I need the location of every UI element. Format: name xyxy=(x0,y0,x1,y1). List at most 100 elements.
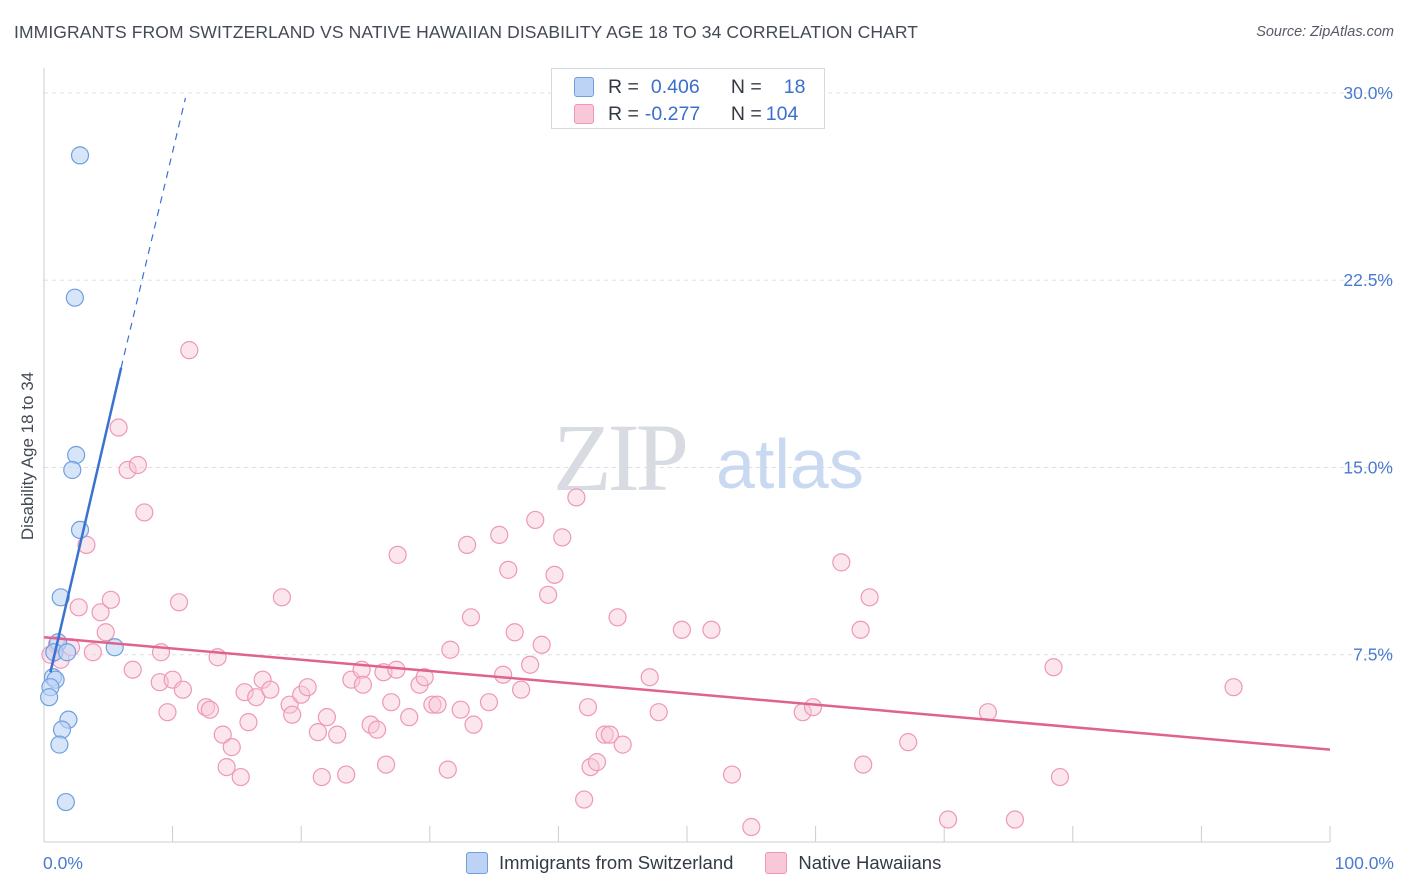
data-point-native-hawaiians xyxy=(376,755,396,774)
data-point-native-hawaiians xyxy=(109,418,128,437)
data-point-switzerland xyxy=(67,445,86,465)
data-point-native-hawaiians xyxy=(91,603,110,622)
data-point-native-hawaiians xyxy=(899,733,918,752)
data-point-native-hawaiians xyxy=(595,725,614,744)
data-point-native-hawaiians xyxy=(118,460,137,480)
data-point-native-hawaiians xyxy=(231,767,250,787)
data-point-native-hawaiians xyxy=(69,598,88,617)
data-point-native-hawaiians xyxy=(567,488,586,507)
data-point-native-hawaiians xyxy=(1005,810,1025,829)
gridlines xyxy=(44,92,1392,656)
data-point-native-hawaiians xyxy=(123,660,142,679)
data-point-native-hawaiians xyxy=(400,708,419,727)
legend-r-label: R = xyxy=(608,102,639,125)
data-point-native-hawaiians xyxy=(702,620,721,639)
data-point-native-hawaiians xyxy=(169,593,189,612)
data-point-native-hawaiians xyxy=(382,693,401,712)
data-point-switzerland xyxy=(105,638,124,657)
data-point-native-hawaiians xyxy=(83,643,102,662)
series-label-hawaiians: Native Hawaiians xyxy=(798,852,942,873)
data-point-native-hawaiians xyxy=(158,703,177,722)
data-point-native-hawaiians xyxy=(353,675,373,694)
stats-legend: R = 0.406 N = 18 R = -0.277 N = 104 xyxy=(551,68,825,129)
data-point-native-hawaiians xyxy=(742,817,761,837)
data-point-native-hawaiians xyxy=(600,725,619,744)
data-point-native-hawaiians xyxy=(200,700,219,719)
y-tick-label: 22.5% xyxy=(1343,270,1393,290)
data-point-native-hawaiians xyxy=(578,698,598,717)
data-point-native-hawaiians xyxy=(803,698,823,717)
data-point-native-hawaiians xyxy=(239,713,258,732)
axes xyxy=(43,68,1330,843)
watermark: ZIP atlas xyxy=(553,404,864,511)
data-point-native-hawaiians xyxy=(608,608,627,627)
data-point-native-hawaiians xyxy=(539,585,558,604)
data-point-native-hawaiians xyxy=(135,503,154,522)
legend-row-switzerland: R = 0.406 N = 18 xyxy=(574,75,805,99)
data-point-native-hawaiians xyxy=(553,528,572,547)
data-point-switzerland xyxy=(50,735,69,754)
data-point-native-hawaiians xyxy=(499,560,518,579)
data-point-native-hawaiians xyxy=(722,765,742,784)
legend-row-hawaiians: R = -0.277 N = 104 xyxy=(574,102,798,126)
data-point-native-hawaiians xyxy=(832,553,851,572)
data-point-native-hawaiians xyxy=(423,695,442,714)
data-point-native-hawaiians xyxy=(415,668,434,687)
data-point-native-hawaiians xyxy=(367,720,387,739)
source-label: Source: ZipAtlas.com xyxy=(1256,24,1394,40)
data-point-switzerland xyxy=(51,588,70,607)
trend-lines xyxy=(43,97,1331,751)
trendline-native-hawaiians xyxy=(43,636,1331,751)
series-label-switzerland: Immigrants from Switzerland xyxy=(499,852,734,873)
data-point-native-hawaiians xyxy=(938,810,958,829)
switzerland-points xyxy=(40,146,124,812)
data-point-native-hawaiians xyxy=(328,725,347,744)
legend-n-value: 104 xyxy=(765,102,799,125)
data-point-native-hawaiians xyxy=(438,760,457,779)
data-point-native-hawaiians xyxy=(613,735,632,754)
legend-n-label: N = xyxy=(730,75,762,98)
data-point-switzerland xyxy=(56,792,75,812)
data-point-native-hawaiians xyxy=(1050,767,1070,787)
data-point-native-hawaiians xyxy=(526,510,545,530)
data-point-native-hawaiians xyxy=(235,683,254,702)
data-point-native-hawaiians xyxy=(490,525,509,544)
series-legend-hawaiians[interactable]: Native Hawaiians xyxy=(765,852,941,874)
data-point-native-hawaiians xyxy=(851,620,870,639)
data-point-native-hawaiians xyxy=(253,670,272,689)
data-point-native-hawaiians xyxy=(494,665,513,684)
data-point-switzerland xyxy=(65,288,84,307)
data-point-native-hawaiians xyxy=(545,565,564,584)
data-point-native-hawaiians xyxy=(587,753,607,772)
y-tick-label: 15.0% xyxy=(1343,457,1393,477)
data-point-native-hawaiians xyxy=(388,545,407,564)
data-point-native-hawaiians xyxy=(640,668,659,687)
legend-r-value: -0.277 xyxy=(644,102,701,125)
trendline-switzerland xyxy=(49,367,123,673)
data-point-native-hawaiians xyxy=(283,705,302,724)
x-tick-label-min: 0.0% xyxy=(43,853,83,873)
data-point-native-hawaiians xyxy=(222,738,241,757)
data-point-native-hawaiians xyxy=(854,755,873,774)
native-hawaiians-points xyxy=(41,341,1243,837)
data-point-native-hawaiians xyxy=(464,715,483,734)
series-legend-switzerland[interactable]: Immigrants from Switzerland xyxy=(466,852,733,874)
legend-r-label: R = xyxy=(608,75,639,98)
data-point-switzerland xyxy=(58,643,77,662)
data-point-native-hawaiians xyxy=(521,655,540,674)
series-swatch-blue xyxy=(466,852,488,874)
data-point-native-hawaiians xyxy=(860,588,879,607)
watermark-zip: ZIP xyxy=(553,404,686,511)
chart-title: IMMIGRANTS FROM SWITZERLAND VS NATIVE HA… xyxy=(14,22,919,42)
data-point-native-hawaiians xyxy=(217,757,236,777)
watermark-atlas: atlas xyxy=(716,425,864,503)
y-tick-label: 30.0% xyxy=(1343,83,1393,103)
data-point-native-hawaiians xyxy=(428,695,447,714)
y-tick-labels: 7.5% 15.0% 22.5% 30.0% xyxy=(1343,83,1393,665)
series-swatch-pink xyxy=(765,852,788,874)
legend-swatch-pink xyxy=(574,104,594,124)
data-point-native-hawaiians xyxy=(451,700,470,719)
legend-swatch-blue xyxy=(574,77,594,97)
data-point-native-hawaiians xyxy=(505,623,524,642)
